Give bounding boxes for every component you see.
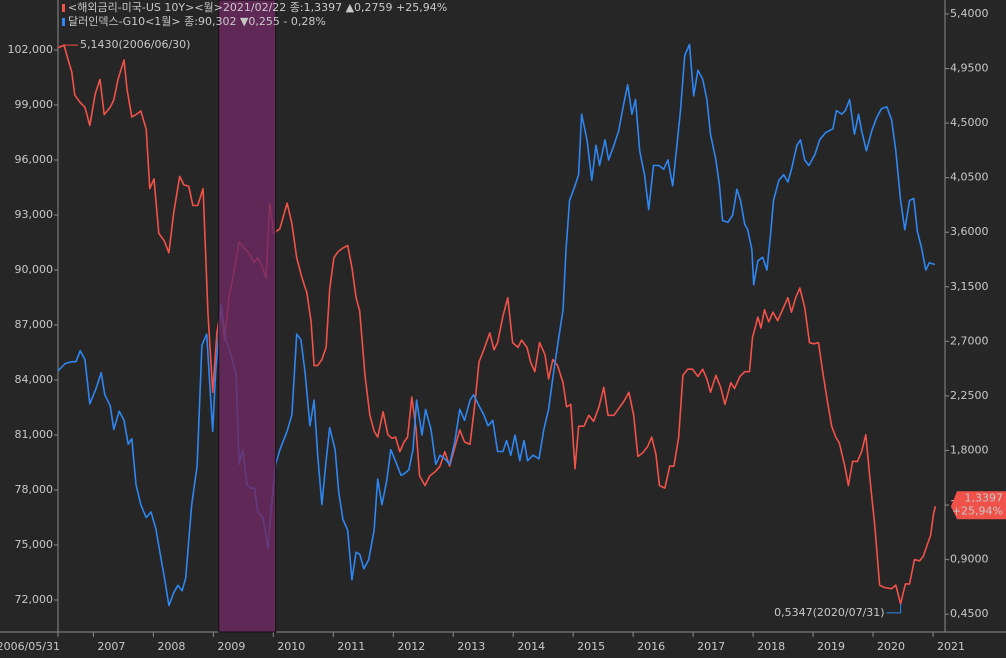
y2-tick-label: 4,0500 bbox=[950, 171, 989, 184]
y-tick-label: 96,000 bbox=[15, 153, 54, 166]
x-tick-label: 2014 bbox=[517, 640, 545, 653]
y-tick-label: 87,000 bbox=[15, 318, 54, 331]
legend-label: <해외금리-미국-US 10Y><월>2021/02/22 종:1,3397 ▲… bbox=[68, 0, 447, 14]
x-tick-label: 2009 bbox=[217, 640, 245, 653]
y-tick-label: 102,000 bbox=[8, 43, 54, 56]
end-tag-label: +25,94% bbox=[952, 504, 1003, 517]
x-tick-label: 2010 bbox=[277, 640, 305, 653]
annotation-leader bbox=[886, 603, 902, 614]
y-tick-label: 99,000 bbox=[15, 98, 54, 111]
x-tick-label: 2013 bbox=[457, 640, 485, 653]
y2-tick-label: 4,5000 bbox=[950, 116, 989, 129]
x-tick-label: 2017 bbox=[697, 640, 725, 653]
x-tick-label: 2018 bbox=[757, 640, 785, 653]
series-line bbox=[57, 44, 937, 605]
series-line bbox=[57, 43, 936, 607]
x-tick-label: 2016 bbox=[637, 640, 665, 653]
y2-tick-label: 2,2500 bbox=[950, 389, 989, 402]
end-tag-box bbox=[951, 491, 1006, 520]
legend-swatch bbox=[62, 4, 65, 12]
y-tick-label: 78,000 bbox=[15, 483, 54, 496]
annotation-text: 0,5347(2020/07/31) bbox=[774, 606, 884, 619]
legend-label: 달러인덱스-G10<1월> 종:90,302 ▼0,255 - 0,28% bbox=[68, 15, 326, 28]
y-tick-label: 84,000 bbox=[15, 373, 54, 386]
x-tick-label: 2006/05/31 bbox=[0, 640, 60, 653]
y2-tick-label: 4,9500 bbox=[950, 62, 989, 75]
x-tick-label: 2020 bbox=[877, 640, 905, 653]
y2-tick-label: 3,1500 bbox=[950, 280, 989, 293]
y2-tick-label: 0,4500 bbox=[950, 607, 989, 620]
x-tick-label: 2019 bbox=[817, 640, 845, 653]
y-tick-label: 93,000 bbox=[15, 208, 54, 221]
x-tick-label: 2012 bbox=[397, 640, 425, 653]
y2-tick-label: 1,8000 bbox=[950, 443, 989, 456]
y2-tick-label: 5,4000 bbox=[950, 7, 989, 20]
y-tick-label: 75,000 bbox=[15, 538, 54, 551]
x-tick-label: 2007 bbox=[97, 640, 125, 653]
y2-tick-label: 3,6000 bbox=[950, 225, 989, 238]
y2-tick-label: 0,9000 bbox=[950, 553, 989, 566]
end-tag-label: 1,3397 bbox=[965, 491, 1004, 504]
legend-swatch bbox=[62, 18, 65, 26]
x-tick-label: 2008 bbox=[157, 640, 185, 653]
y-tick-label: 81,000 bbox=[15, 428, 54, 441]
y-tick-label: 90,000 bbox=[15, 263, 54, 276]
y-tick-label: 72,000 bbox=[15, 593, 54, 606]
annotation-text: 5,1430(2006/06/30) bbox=[80, 38, 190, 51]
x-tick-label: 2021 bbox=[937, 640, 965, 653]
x-tick-label: 2015 bbox=[577, 640, 605, 653]
x-tick-label: 2011 bbox=[337, 640, 365, 653]
highlight-band bbox=[218, 0, 277, 633]
y2-tick-label: 2,7000 bbox=[950, 334, 989, 347]
